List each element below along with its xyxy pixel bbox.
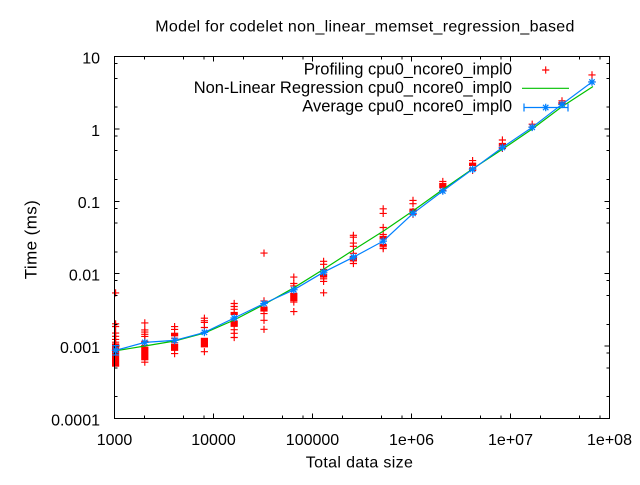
svg-text:Model for codelet non_linear_m: Model for codelet non_linear_memset_regr… (155, 19, 574, 36)
svg-text:0.0001: 0.0001 (51, 412, 100, 429)
svg-text:1e+08: 1e+08 (587, 432, 632, 449)
svg-text:1e+07: 1e+07 (488, 432, 533, 449)
svg-text:0.001: 0.001 (60, 340, 100, 357)
svg-text:10000: 10000 (191, 432, 236, 449)
svg-text:Time (ms): Time (ms) (22, 200, 41, 279)
svg-text:1e+06: 1e+06 (389, 432, 434, 449)
svg-text:Average cpu0_ncore0_impl0: Average cpu0_ncore0_impl0 (302, 98, 512, 116)
svg-text:Non-Linear Regression cpu0_nco: Non-Linear Regression cpu0_ncore0_impl0 (194, 79, 512, 97)
svg-text:Total data size: Total data size (306, 455, 414, 472)
svg-text:Profiling cpu0_ncore0_impl0: Profiling cpu0_ncore0_impl0 (304, 61, 512, 79)
svg-text:100000: 100000 (286, 432, 339, 449)
svg-text:0.1: 0.1 (78, 195, 100, 212)
svg-text:1: 1 (91, 123, 100, 140)
svg-text:0.01: 0.01 (69, 268, 100, 285)
svg-text:1000: 1000 (97, 432, 133, 449)
svg-text:10: 10 (82, 50, 100, 67)
